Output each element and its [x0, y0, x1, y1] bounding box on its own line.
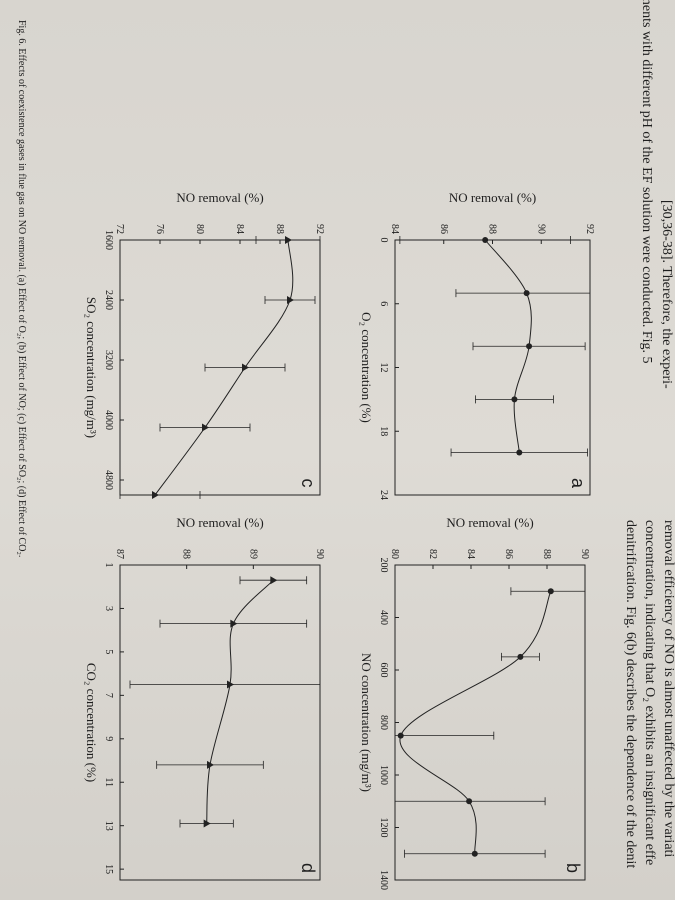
data-point	[526, 343, 533, 350]
x-tick-label: 5	[103, 649, 114, 654]
panel-letter: c	[298, 479, 318, 488]
error-bar	[394, 731, 495, 740]
y-tick-label: 84	[389, 224, 400, 234]
x-tick-label: 400	[378, 610, 389, 625]
body-text: concentration, indicating that O₂ exhibi…	[642, 520, 657, 865]
y-tick-label: 87	[114, 549, 125, 559]
error-bar	[129, 680, 321, 689]
data-point	[242, 363, 249, 372]
x-axis-label: NO concentration (mg/m³)	[359, 653, 374, 792]
panel-letter: a	[568, 478, 588, 489]
y-tick-label: 90	[535, 224, 546, 234]
y-tick-label: 84	[465, 549, 476, 559]
body-text: [30,36-38]. Therefore, the experi-	[659, 200, 674, 389]
y-tick-label: 88	[181, 549, 192, 559]
data-point	[230, 619, 238, 628]
x-tick-label: 7	[103, 693, 114, 698]
data-point	[523, 290, 530, 297]
y-axis-label: NO removal (%)	[449, 190, 536, 205]
body-text: removal efficiency of NO is almost unaff…	[661, 520, 675, 857]
x-tick-label: 6	[378, 301, 389, 306]
y-tick-label: 88	[541, 549, 552, 559]
x-tick-label: 12	[378, 363, 389, 373]
plot-frame	[119, 564, 321, 881]
x-tick-label: 9	[103, 736, 114, 741]
x-axis-label: SO₂ concentration (mg/m³)	[84, 297, 99, 438]
x-tick-label: 3200	[103, 350, 114, 370]
data-point	[471, 850, 478, 857]
x-tick-label: 24	[378, 490, 389, 500]
error-bar	[119, 491, 201, 499]
data-point	[207, 760, 214, 769]
y-tick-label: 72	[114, 224, 125, 234]
data-point	[511, 396, 518, 403]
x-tick-label: 1200	[378, 818, 389, 838]
y-tick-label: 86	[503, 549, 514, 559]
y-tick-label: 90	[579, 549, 590, 559]
data-point	[482, 237, 489, 243]
x-tick-label: 1600	[103, 230, 114, 250]
plot-frame	[119, 239, 321, 496]
y-tick-label: 90	[314, 549, 325, 559]
data-point	[517, 653, 524, 660]
y-tick-label: 92	[314, 224, 325, 234]
x-tick-label: 600	[378, 663, 389, 678]
error-bar	[455, 289, 591, 298]
data-point	[466, 798, 473, 805]
x-tick-label: 13	[103, 821, 114, 831]
y-tick-label: 80	[194, 224, 205, 234]
x-axis-label: CO₂ concentration (%)	[84, 663, 99, 782]
y-axis-label: NO removal (%)	[446, 515, 533, 530]
y-tick-label: 89	[247, 549, 258, 559]
y-tick-label: 92	[584, 224, 595, 234]
panel-letter: d	[298, 863, 318, 873]
x-tick-label: 200	[378, 558, 389, 573]
y-tick-label: 84	[234, 224, 245, 234]
y-tick-label: 82	[427, 549, 438, 559]
x-tick-label: 18	[378, 426, 389, 436]
data-line	[206, 579, 274, 824]
plot-frame	[394, 564, 586, 881]
data-point	[227, 680, 234, 689]
x-tick-label: 4800	[103, 470, 114, 490]
x-tick-label: 3	[103, 606, 114, 611]
x-tick-label: 4000	[103, 410, 114, 430]
data-line	[399, 591, 552, 854]
y-tick-label: 76	[154, 224, 165, 234]
data-point	[516, 449, 523, 456]
x-tick-label: 1	[103, 563, 114, 568]
y-tick-label: 86	[438, 224, 449, 234]
body-text: denitrification. Fig. 6(b) describes the…	[623, 520, 638, 868]
x-tick-label: 2400	[103, 290, 114, 310]
x-tick-label: 1000	[378, 765, 389, 785]
data-point	[203, 819, 211, 828]
data-point	[152, 491, 159, 499]
x-tick-label: 1400	[378, 870, 389, 890]
y-axis-label: NO removal (%)	[176, 515, 263, 530]
data-point	[397, 732, 404, 739]
data-point	[270, 576, 278, 585]
figure-caption: Fig. 6. Effects of coexistence gases in …	[16, 20, 27, 557]
x-axis-label: O₂ concentration (%)	[359, 312, 374, 423]
x-tick-label: 15	[103, 864, 114, 874]
x-tick-label: 0	[378, 238, 389, 243]
y-tick-label: 80	[389, 549, 400, 559]
data-point	[547, 588, 554, 595]
data-point	[202, 423, 209, 432]
y-tick-label: 88	[274, 224, 285, 234]
plot-frame	[394, 239, 591, 496]
y-tick-label: 88	[487, 224, 498, 234]
y-axis-label: NO removal (%)	[176, 190, 263, 205]
panel-letter: b	[563, 863, 583, 873]
data-point	[285, 236, 292, 244]
x-tick-label: 800	[378, 715, 389, 730]
body-text: ments with different pH of the EF soluti…	[639, 0, 654, 364]
data-point	[287, 296, 294, 304]
x-tick-label: 11	[103, 777, 114, 787]
